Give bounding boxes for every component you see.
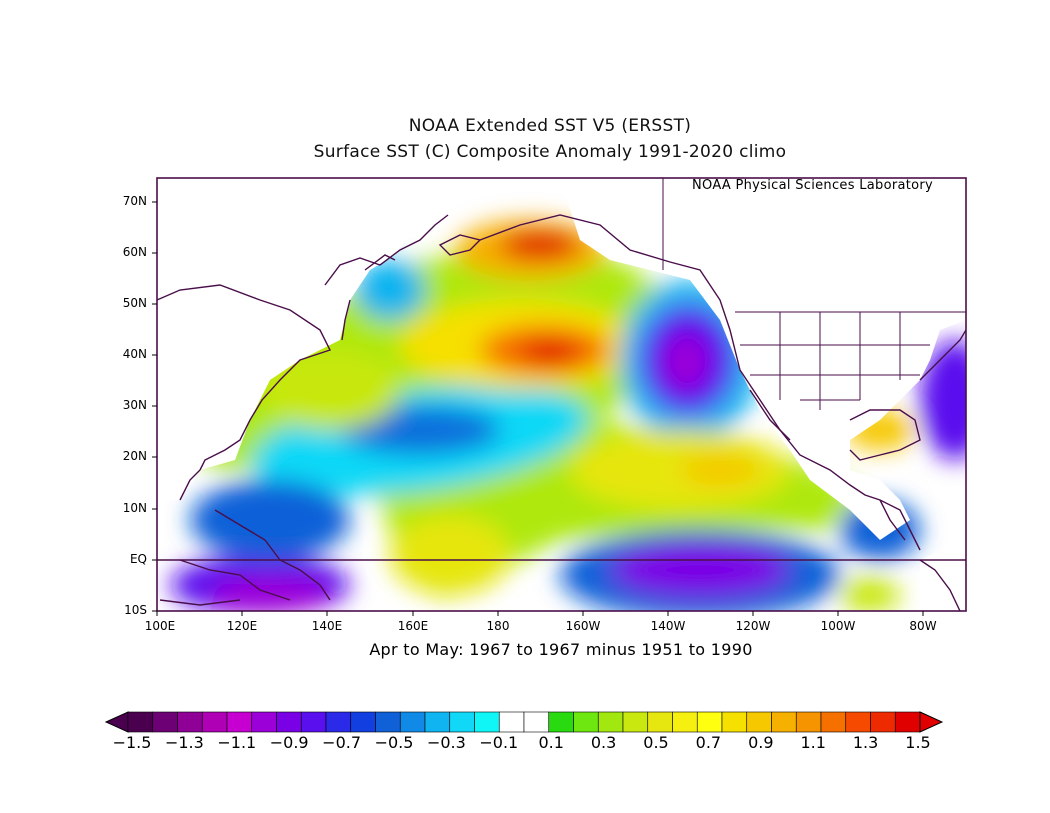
y-tick-label: 20N bbox=[122, 449, 147, 463]
colorbar-tick-label: 0.7 bbox=[695, 733, 722, 752]
colorbar-swatch bbox=[771, 711, 797, 733]
colorbar-swatch bbox=[300, 711, 327, 733]
y-tick-marks bbox=[152, 201, 157, 612]
colorbar-tick-label: −0.9 bbox=[269, 733, 309, 752]
colorbar-swatch bbox=[721, 711, 748, 733]
colorbar-swatch bbox=[845, 711, 871, 733]
colorbar-tick-label: 1.3 bbox=[852, 733, 879, 752]
colorbar-swatch bbox=[548, 711, 574, 733]
chart-subtitle: Surface SST (C) Composite Anomaly 1991-2… bbox=[313, 142, 787, 162]
x-tick-marks bbox=[156, 611, 924, 616]
colorbar-swatch bbox=[375, 711, 401, 733]
x-tick-label: 140W bbox=[650, 619, 686, 633]
colorbar-swatch bbox=[226, 711, 253, 733]
colorbar-tick-label: −0.7 bbox=[322, 733, 362, 752]
colorbar-tick-label: 0.5 bbox=[643, 733, 669, 752]
colorbar-tick-label: 1.1 bbox=[800, 733, 826, 752]
colorbar-tick-label: −0.1 bbox=[479, 733, 519, 752]
period-label: Apr to May: 1967 to 1967 minus 1951 to 1… bbox=[369, 640, 753, 659]
colorbar-swatch bbox=[523, 711, 550, 733]
colorbar-swatch bbox=[424, 711, 451, 733]
x-tick-label: 140E bbox=[311, 619, 343, 633]
colorbar-tick-label: −1.3 bbox=[164, 733, 204, 752]
colorbar-swatch bbox=[894, 711, 921, 733]
colorbar-tick-label: −1.1 bbox=[217, 733, 257, 752]
colorbar-swatch bbox=[399, 711, 426, 733]
chart-title: NOAA Extended SST V5 (ERSST) bbox=[408, 116, 692, 136]
coastlines bbox=[157, 214, 966, 611]
x-tick-label: 160E bbox=[397, 619, 429, 633]
y-tick-label: 40N bbox=[122, 347, 147, 361]
credit-label: NOAA Physical Sciences Laboratory bbox=[692, 178, 934, 193]
colorbar-tick-label: −0.5 bbox=[374, 733, 414, 752]
colorbar-swatch bbox=[152, 711, 178, 733]
colorbar-tick-label: −0.3 bbox=[426, 733, 466, 752]
x-tick-label: 160W bbox=[565, 619, 601, 633]
colorbar-min-arrow bbox=[104, 711, 129, 733]
y-tick-label: 30N bbox=[122, 398, 147, 412]
colorbar-swatch bbox=[647, 711, 673, 733]
y-tick-label: 50N bbox=[122, 296, 147, 310]
colorbar-swatch bbox=[449, 711, 475, 733]
sst-field bbox=[157, 178, 966, 611]
colorbar-swatch bbox=[177, 711, 203, 733]
colorbar-tick-label: 0.3 bbox=[590, 733, 617, 752]
colorbar-swatch bbox=[325, 711, 352, 733]
colorbar-swatch bbox=[870, 711, 896, 733]
colorbar-swatch bbox=[573, 711, 599, 733]
colorbar-tick-label: 1.5 bbox=[905, 733, 931, 752]
colorbar bbox=[104, 711, 944, 733]
colorbar-swatch bbox=[746, 711, 772, 733]
colorbar-swatch bbox=[127, 711, 154, 733]
colorbar-tick-label: 0.9 bbox=[748, 733, 774, 752]
x-tick-label: 120E bbox=[226, 619, 258, 633]
colorbar-swatch bbox=[597, 711, 624, 733]
colorbar-swatch bbox=[795, 711, 822, 733]
colorbar-swatch bbox=[474, 711, 500, 733]
colorbar-swatch bbox=[350, 711, 376, 733]
colorbar-swatch bbox=[251, 711, 277, 733]
x-tick-label: 80W bbox=[909, 619, 937, 633]
colorbar-swatch bbox=[672, 711, 698, 733]
x-tick-label: 120W bbox=[735, 619, 771, 633]
colorbar-tick-label: −1.5 bbox=[112, 733, 152, 752]
colorbar-swatch bbox=[696, 711, 723, 733]
x-tick-label: 180 bbox=[486, 619, 510, 633]
colorbar-tick-label: 0.1 bbox=[538, 733, 564, 752]
map-frame bbox=[156, 177, 967, 612]
y-tick-label: 10S bbox=[124, 603, 147, 617]
y-tick-label: 10N bbox=[122, 501, 147, 515]
colorbar-swatch bbox=[820, 711, 847, 733]
y-tick-label: 70N bbox=[122, 194, 147, 208]
political-boundaries bbox=[662, 178, 966, 410]
colorbar-swatch bbox=[498, 711, 525, 733]
colorbar-max-arrow bbox=[919, 711, 944, 733]
x-tick-label: 100E bbox=[144, 619, 176, 633]
x-tick-label: 100W bbox=[820, 619, 856, 633]
colorbar-swatch bbox=[622, 711, 649, 733]
y-tick-label: EQ bbox=[129, 552, 147, 566]
y-tick-label: 60N bbox=[122, 245, 147, 259]
colorbar-swatch bbox=[276, 711, 302, 733]
colorbar-swatch bbox=[201, 711, 228, 733]
